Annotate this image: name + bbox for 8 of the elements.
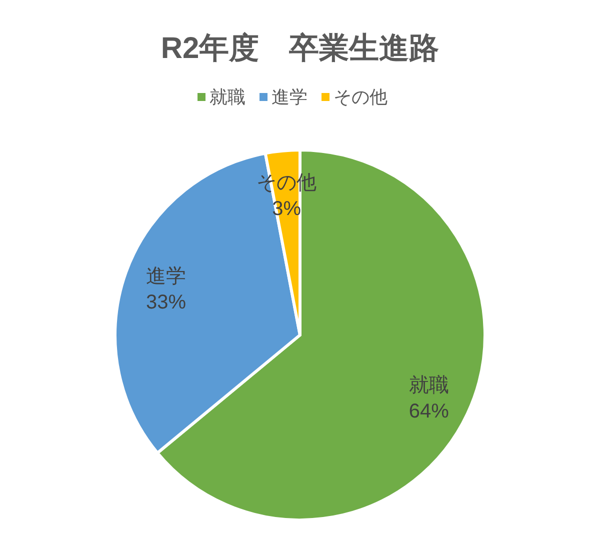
data-label: 64%: [408, 400, 450, 423]
legend-label: 就職: [210, 87, 246, 107]
slice-label: 進学: [146, 266, 186, 288]
data-label: 33%: [146, 292, 186, 314]
chart-title: R2年度 卒業生進路: [160, 31, 440, 65]
slice-label: 就職: [408, 374, 449, 397]
legend-label: 進学: [272, 87, 308, 107]
legend-label: その他: [334, 87, 388, 107]
